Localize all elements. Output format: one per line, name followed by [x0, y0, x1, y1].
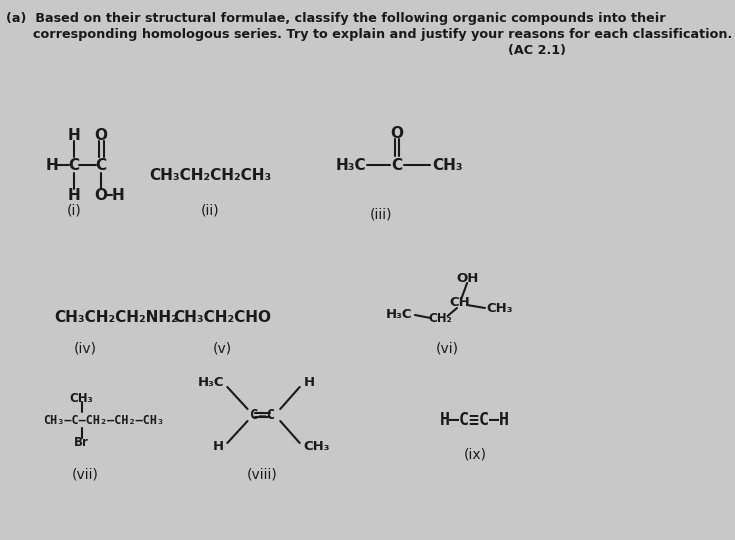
Text: (iii): (iii): [370, 208, 392, 222]
Text: CH₃–C–CH₂–CH₂–CH₃: CH₃–C–CH₂–CH₂–CH₃: [43, 414, 164, 427]
Text: CH₃CH₂CH₂CH₃: CH₃CH₂CH₂CH₃: [149, 167, 271, 183]
Text: H: H: [68, 127, 80, 143]
Text: (i): (i): [67, 203, 82, 217]
Text: H: H: [46, 158, 59, 172]
Text: H: H: [304, 376, 315, 389]
Text: H₃C: H₃C: [198, 376, 224, 389]
Text: OH: OH: [456, 272, 478, 285]
Text: C: C: [68, 158, 79, 172]
Text: CH₂: CH₂: [428, 312, 452, 325]
Text: (vii): (vii): [72, 468, 99, 482]
Text: C: C: [96, 158, 107, 172]
Text: (vi): (vi): [436, 341, 459, 355]
Text: (v): (v): [212, 341, 232, 355]
Text: (viii): (viii): [247, 468, 278, 482]
Text: H₃C: H₃C: [335, 158, 366, 172]
Text: H–C≡C–H: H–C≡C–H: [440, 411, 510, 429]
Text: O: O: [95, 187, 108, 202]
Text: CH₃: CH₃: [487, 301, 513, 314]
Text: corresponding homologous series. Try to explain and justify your reasons for eac: corresponding homologous series. Try to …: [6, 28, 733, 41]
Text: CH₃: CH₃: [70, 392, 93, 404]
Text: CH₃: CH₃: [432, 158, 462, 172]
Text: CH₃CH₂CH₂NH₂: CH₃CH₂CH₂NH₂: [54, 310, 179, 326]
Text: (a)  Based on their structural formulae, classify the following organic compound: (a) Based on their structural formulae, …: [6, 12, 666, 25]
Text: (iv): (iv): [74, 341, 97, 355]
Text: H₃C: H₃C: [386, 308, 412, 321]
Text: H: H: [68, 187, 80, 202]
Text: O: O: [390, 125, 404, 140]
Text: O: O: [95, 127, 108, 143]
Text: CH₃: CH₃: [304, 441, 330, 454]
Text: (ii): (ii): [201, 203, 220, 217]
Text: (AC 2.1): (AC 2.1): [508, 44, 566, 57]
Text: C: C: [392, 158, 403, 172]
Text: H: H: [213, 441, 224, 454]
Text: CH₃CH₂CHO: CH₃CH₂CHO: [173, 310, 271, 326]
Text: (ix): (ix): [463, 448, 487, 462]
Text: CH: CH: [449, 295, 470, 308]
Text: Br: Br: [74, 435, 89, 449]
Text: H: H: [112, 187, 125, 202]
Text: C=C: C=C: [250, 408, 275, 422]
